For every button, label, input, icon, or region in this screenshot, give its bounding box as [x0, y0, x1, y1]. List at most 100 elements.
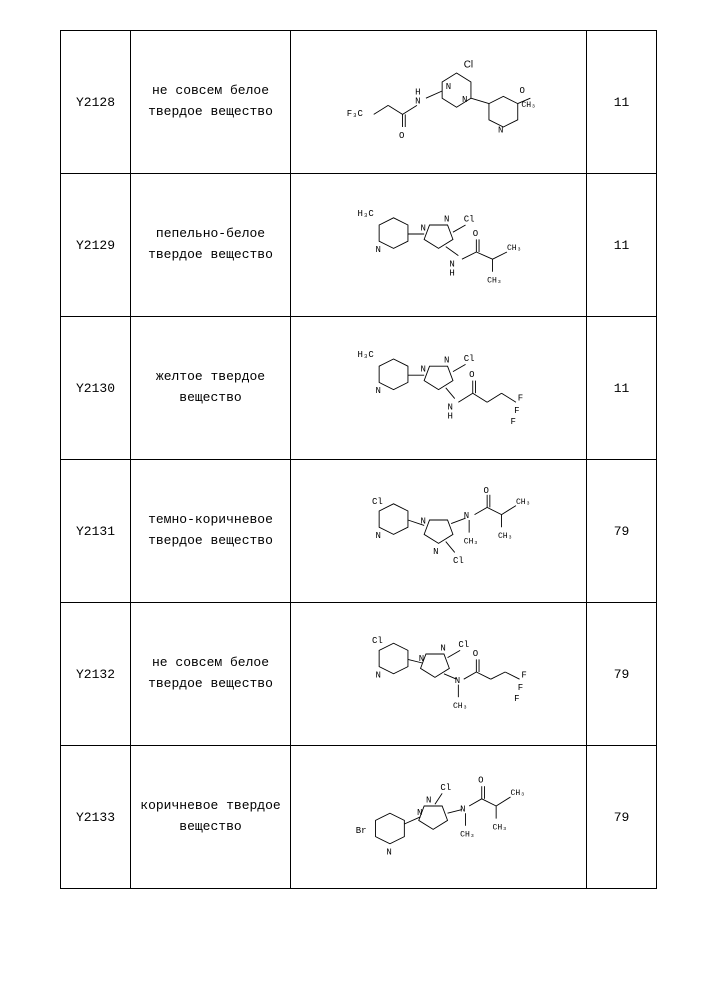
desc-text: пепельно-белое твердое вещество — [139, 224, 282, 266]
svg-text:H₃C: H₃C — [358, 209, 375, 219]
svg-text:Cl: Cl — [372, 497, 383, 507]
svg-text:F₃C: F₃C — [347, 109, 364, 119]
cell-desc: не совсем белое твердое вещество — [131, 603, 291, 746]
svg-text:N: N — [376, 386, 381, 396]
svg-text:CH₃: CH₃ — [493, 823, 508, 832]
svg-text:CH₃: CH₃ — [464, 537, 479, 546]
svg-text:CH₃: CH₃ — [511, 789, 526, 798]
svg-text:Cl: Cl — [464, 214, 475, 224]
svg-text:N: N — [386, 848, 391, 858]
cell-num: 11 — [587, 31, 657, 174]
svg-text:CH₃: CH₃ — [507, 244, 522, 253]
svg-text:N: N — [444, 214, 449, 224]
svg-text:N: N — [462, 95, 467, 105]
svg-text:F: F — [518, 683, 523, 693]
svg-text:N: N — [421, 223, 426, 233]
cell-id: Y2130 — [61, 317, 131, 460]
svg-text:F: F — [521, 670, 526, 680]
cell-num: 11 — [587, 174, 657, 317]
table-row: Y2131 темно-коричневое твердое вещество … — [61, 460, 657, 603]
cell-desc: желтое твердое вещество — [131, 317, 291, 460]
cell-structure: Br N N N Cl N CH₃ — [291, 746, 587, 889]
svg-text:O: O — [484, 486, 489, 496]
svg-text:O: O — [478, 776, 483, 786]
svg-text:N: N — [376, 670, 381, 680]
svg-text:Br: Br — [356, 826, 367, 836]
svg-text:F: F — [511, 417, 516, 427]
svg-text:H: H — [448, 411, 453, 421]
cell-id: Y2132 — [61, 603, 131, 746]
cell-num: 79 — [587, 460, 657, 603]
chem-structure-icon: Cl NN H N O F₃C N — [313, 55, 564, 145]
svg-text:H₃C: H₃C — [358, 350, 375, 360]
cell-id: Y2129 — [61, 174, 131, 317]
chem-structure-icon: H₃C N N N Cl NH O — [313, 341, 564, 431]
cell-id: Y2131 — [61, 460, 131, 603]
table-row: Y2132 не совсем белое твердое вещество C… — [61, 603, 657, 746]
cell-structure: H₃C N N N Cl NH O — [291, 317, 587, 460]
svg-text:O: O — [473, 229, 478, 239]
desc-text: не совсем белое твердое вещество — [139, 81, 282, 123]
compound-table: Y2128 не совсем белое твердое вещество C… — [60, 30, 657, 889]
svg-text:Cl: Cl — [458, 640, 469, 650]
svg-text:N: N — [498, 125, 503, 135]
cell-desc: пепельно-белое твердое вещество — [131, 174, 291, 317]
cell-structure: Cl NN H N O F₃C N — [291, 31, 587, 174]
cell-structure: Cl N N N Cl N CH₃ — [291, 603, 587, 746]
desc-text: коричневое твердое вещество — [139, 796, 282, 838]
svg-text:F: F — [518, 393, 523, 403]
chem-structure-icon: Cl N N N Cl N CH₃ — [313, 627, 564, 717]
svg-text:N: N — [444, 356, 449, 366]
svg-text:O: O — [399, 131, 404, 141]
cell-num: 11 — [587, 317, 657, 460]
svg-text:N: N — [419, 654, 424, 664]
svg-text:N: N — [433, 547, 438, 557]
desc-text: темно-коричневое твердое вещество — [139, 510, 282, 552]
cell-desc: не совсем белое твердое вещество — [131, 31, 291, 174]
table-row: Y2130 желтое твердое вещество H₃C N N N … — [61, 317, 657, 460]
svg-text:O: O — [473, 649, 478, 659]
svg-text:Cl: Cl — [372, 636, 383, 646]
svg-text:N: N — [455, 676, 460, 686]
desc-text: желтое твердое вещество — [139, 367, 282, 409]
svg-text:N: N — [464, 511, 469, 521]
chem-structure-icon: Br N N N Cl N CH₃ — [313, 770, 564, 860]
svg-text:Cl: Cl — [453, 556, 464, 566]
svg-text:CH₃: CH₃ — [516, 498, 531, 507]
cell-id: Y2133 — [61, 746, 131, 889]
cell-num: 79 — [587, 746, 657, 889]
svg-text:N: N — [376, 245, 381, 255]
table-row: Y2129 пепельно-белое твердое вещество H₃… — [61, 174, 657, 317]
svg-text:CH₃: CH₃ — [453, 702, 468, 711]
cell-structure: Cl N N N Cl N CH₃ — [291, 460, 587, 603]
svg-text:Cl: Cl — [464, 354, 475, 364]
chem-structure-icon: Cl N N N Cl N CH₃ — [313, 484, 564, 574]
svg-text:N: N — [376, 531, 381, 541]
chem-structure-icon: H₃C N N N Cl NH O — [313, 198, 564, 288]
svg-text:F: F — [514, 694, 519, 704]
svg-text:CH₃: CH₃ — [521, 101, 536, 110]
svg-text:F: F — [514, 406, 519, 416]
svg-text:H: H — [449, 268, 454, 278]
cell-num: 79 — [587, 603, 657, 746]
svg-text:O: O — [469, 370, 474, 380]
table-row: Y2128 не совсем белое твердое вещество C… — [61, 31, 657, 174]
svg-text:Cl: Cl — [440, 783, 451, 793]
table-row: Y2133 коричневое твердое вещество Br N N… — [61, 746, 657, 889]
svg-text:N: N — [415, 97, 420, 107]
svg-text:N: N — [421, 517, 426, 527]
cell-desc: темно-коричневое твердое вещество — [131, 460, 291, 603]
svg-text:Cl: Cl — [464, 60, 473, 71]
svg-text:N: N — [440, 643, 445, 653]
cell-desc: коричневое твердое вещество — [131, 746, 291, 889]
svg-text:N: N — [446, 82, 451, 92]
svg-text:CH₃: CH₃ — [498, 532, 513, 541]
desc-text: не совсем белое твердое вещество — [139, 653, 282, 695]
svg-text:N: N — [426, 795, 431, 805]
cell-id: Y2128 — [61, 31, 131, 174]
svg-text:N: N — [421, 365, 426, 375]
svg-text:O: O — [520, 86, 525, 96]
svg-text:CH₃: CH₃ — [487, 277, 502, 286]
cell-structure: H₃C N N N Cl NH O — [291, 174, 587, 317]
svg-text:CH₃: CH₃ — [460, 831, 475, 840]
